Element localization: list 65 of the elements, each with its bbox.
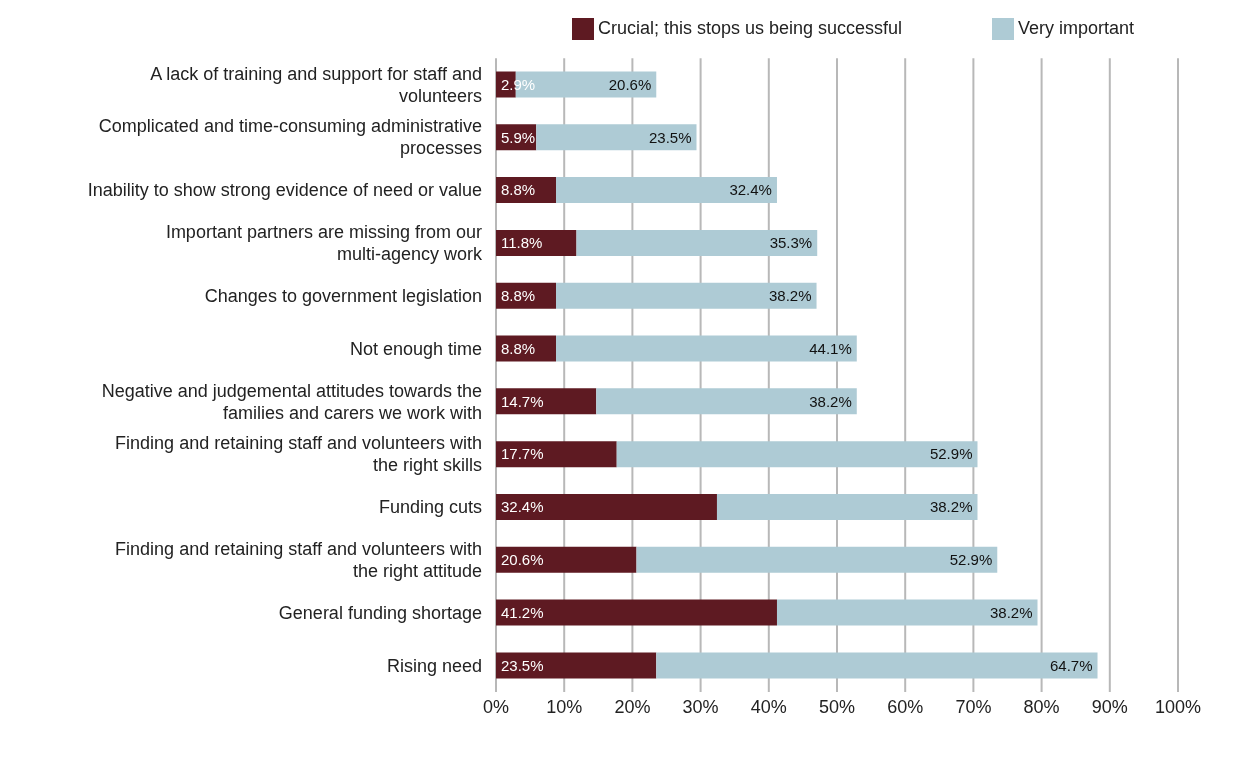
x-tick-label: 80% xyxy=(1023,696,1060,717)
bar xyxy=(556,282,817,309)
data-label: 38.2% xyxy=(809,392,852,410)
data-label: 23.5% xyxy=(648,128,692,146)
data-label: 14.7% xyxy=(501,392,544,410)
y-tick-label: Negative and judgemental attitudes towards the families and carers we work with xyxy=(101,380,482,423)
data-label: 8.8% xyxy=(501,287,536,305)
x-tick-label: 100% xyxy=(1154,696,1202,717)
x-tick-label: 10% xyxy=(546,696,583,717)
data-label: 5.9% xyxy=(501,128,536,146)
y-tick-label: A lack of training and support for staff and volunteers xyxy=(150,63,482,106)
y-tick-label: Funding cuts xyxy=(378,497,482,518)
data-label: 8.8% xyxy=(501,181,536,199)
y-tick-label: General funding shortage xyxy=(278,602,482,623)
legend-label: Crucial; this stops us being successful xyxy=(597,18,903,38)
data-label: 32.4% xyxy=(729,181,772,199)
data-label: 41.2% xyxy=(501,603,544,621)
bar xyxy=(556,177,777,204)
data-label: 8.8% xyxy=(501,339,536,357)
bar xyxy=(536,124,697,151)
y-tick-label: Inability to show strong evidence of need or value xyxy=(87,180,482,201)
bar xyxy=(496,546,637,573)
bar xyxy=(496,441,617,468)
data-label: 17.7% xyxy=(501,445,544,463)
data-label: 35.3% xyxy=(769,234,813,252)
x-tick-label: 30% xyxy=(682,696,719,717)
x-tick-label: 50% xyxy=(818,696,856,717)
x-tick-label: 70% xyxy=(955,696,992,717)
bar xyxy=(636,546,998,573)
data-label: 11.8% xyxy=(501,234,543,252)
bar xyxy=(496,493,717,520)
bar xyxy=(496,652,657,679)
data-label: 64.7% xyxy=(1049,656,1093,674)
y-tick-label: Changes to government legislation xyxy=(204,285,482,306)
x-tick-label: 40% xyxy=(750,696,787,717)
data-label: 38.2% xyxy=(929,498,973,516)
bar xyxy=(596,388,857,415)
data-label: 38.2% xyxy=(989,603,1033,621)
data-label: 20.6% xyxy=(608,75,652,93)
bar xyxy=(616,441,978,468)
data-label: 32.4% xyxy=(501,498,544,516)
data-label: 52.9% xyxy=(949,551,993,569)
y-tick-label: Important partners are missing from our multi-agency work xyxy=(165,222,483,265)
data-label: 38.2% xyxy=(768,287,812,305)
data-label: 44.1% xyxy=(809,339,852,357)
y-tick-label: Finding and retaining staff and volunteers with the right attitude xyxy=(115,538,482,581)
data-label: 20.6% xyxy=(501,551,544,569)
bar xyxy=(716,493,978,520)
data-label: 52.9% xyxy=(929,445,973,463)
bar xyxy=(556,335,857,362)
data-label: 23.5% xyxy=(501,656,544,674)
bar xyxy=(576,229,818,256)
bar xyxy=(776,599,1038,626)
x-tick-label: 60% xyxy=(887,696,924,717)
y-tick-label: Rising need xyxy=(386,655,482,676)
bar xyxy=(496,599,777,626)
x-tick-label: 90% xyxy=(1091,696,1128,717)
legend-label: Very important xyxy=(1018,18,1135,38)
y-tick-label: Complicated and time-consuming administrative processes xyxy=(98,116,482,159)
y-tick-label: Finding and retaining staff and volunteers with the right skills xyxy=(115,433,482,476)
bar xyxy=(496,388,597,415)
bar xyxy=(656,652,1098,679)
x-tick-label: 0% xyxy=(482,696,510,717)
y-tick-label: Not enough time xyxy=(349,338,482,359)
x-tick-label: 20% xyxy=(614,696,651,717)
